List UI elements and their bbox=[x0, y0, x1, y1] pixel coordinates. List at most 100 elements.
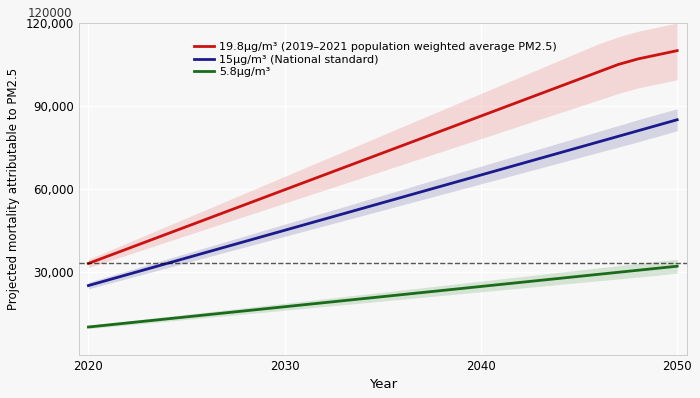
5.8μg/m³ bbox=[536, 278, 544, 283]
15μg/m³ (National standard) bbox=[555, 150, 564, 155]
15μg/m³ (National standard) bbox=[261, 233, 270, 238]
19.8μg/m³ (2019–2021 population weighted average PM2.5) bbox=[300, 180, 309, 185]
15μg/m³ (National standard) bbox=[418, 189, 426, 194]
5.8μg/m³ bbox=[84, 325, 92, 330]
19.8μg/m³ (2019–2021 population weighted average PM2.5) bbox=[281, 187, 289, 192]
5.8μg/m³ bbox=[594, 272, 603, 277]
15μg/m³ (National standard) bbox=[477, 173, 485, 178]
5.8μg/m³ bbox=[418, 290, 426, 295]
5.8μg/m³ bbox=[398, 292, 407, 297]
15μg/m³ (National standard) bbox=[222, 244, 230, 249]
Text: 120000: 120000 bbox=[28, 7, 73, 20]
15μg/m³ (National standard) bbox=[123, 272, 132, 277]
19.8μg/m³ (2019–2021 population weighted average PM2.5) bbox=[143, 239, 151, 244]
Legend: 19.8μg/m³ (2019–2021 population weighted average PM2.5), 15μg/m³ (National stand: 19.8μg/m³ (2019–2021 population weighted… bbox=[194, 42, 557, 77]
15μg/m³ (National standard) bbox=[143, 267, 151, 271]
19.8μg/m³ (2019–2021 population weighted average PM2.5) bbox=[202, 217, 211, 222]
15μg/m³ (National standard) bbox=[162, 261, 171, 266]
5.8μg/m³ bbox=[340, 298, 348, 303]
5.8μg/m³ bbox=[182, 314, 190, 319]
Line: 19.8μg/m³ (2019–2021 population weighted average PM2.5): 19.8μg/m³ (2019–2021 population weighted… bbox=[88, 51, 677, 263]
19.8μg/m³ (2019–2021 population weighted average PM2.5) bbox=[536, 92, 544, 96]
19.8μg/m³ (2019–2021 population weighted average PM2.5) bbox=[653, 53, 662, 57]
5.8μg/m³ bbox=[673, 264, 681, 269]
19.8μg/m³ (2019–2021 population weighted average PM2.5) bbox=[182, 224, 190, 229]
19.8μg/m³ (2019–2021 population weighted average PM2.5) bbox=[162, 232, 171, 236]
15μg/m³ (National standard) bbox=[496, 167, 505, 172]
19.8μg/m³ (2019–2021 population weighted average PM2.5) bbox=[241, 202, 250, 207]
5.8μg/m³ bbox=[575, 274, 583, 279]
5.8μg/m³ bbox=[261, 306, 270, 311]
15μg/m³ (National standard) bbox=[594, 139, 603, 144]
15μg/m³ (National standard) bbox=[281, 228, 289, 233]
Line: 15μg/m³ (National standard): 15μg/m³ (National standard) bbox=[88, 120, 677, 285]
15μg/m³ (National standard) bbox=[202, 250, 211, 255]
19.8μg/m³ (2019–2021 population weighted average PM2.5) bbox=[398, 143, 407, 148]
5.8μg/m³ bbox=[104, 323, 112, 328]
19.8μg/m³ (2019–2021 population weighted average PM2.5) bbox=[575, 77, 583, 82]
5.8μg/m³ bbox=[457, 286, 466, 291]
15μg/m³ (National standard) bbox=[575, 145, 583, 150]
19.8μg/m³ (2019–2021 population weighted average PM2.5) bbox=[673, 48, 681, 53]
5.8μg/m³ bbox=[241, 308, 250, 313]
15μg/m³ (National standard) bbox=[340, 211, 348, 216]
19.8μg/m³ (2019–2021 population weighted average PM2.5) bbox=[614, 62, 622, 67]
5.8μg/m³ bbox=[281, 304, 289, 309]
19.8μg/m³ (2019–2021 population weighted average PM2.5) bbox=[634, 57, 642, 61]
19.8μg/m³ (2019–2021 population weighted average PM2.5) bbox=[516, 99, 524, 104]
19.8μg/m³ (2019–2021 population weighted average PM2.5) bbox=[340, 165, 348, 170]
X-axis label: Year: Year bbox=[369, 378, 397, 391]
19.8μg/m³ (2019–2021 population weighted average PM2.5) bbox=[594, 69, 603, 74]
5.8μg/m³ bbox=[438, 288, 446, 293]
15μg/m³ (National standard) bbox=[634, 129, 642, 133]
5.8μg/m³ bbox=[477, 284, 485, 289]
19.8μg/m³ (2019–2021 population weighted average PM2.5) bbox=[477, 114, 485, 119]
15μg/m³ (National standard) bbox=[320, 217, 328, 222]
19.8μg/m³ (2019–2021 population weighted average PM2.5) bbox=[555, 84, 564, 89]
15μg/m³ (National standard) bbox=[438, 183, 446, 188]
19.8μg/m³ (2019–2021 population weighted average PM2.5) bbox=[379, 150, 387, 155]
5.8μg/m³ bbox=[300, 302, 309, 307]
15μg/m³ (National standard) bbox=[653, 123, 662, 128]
Y-axis label: Projected mortality attributable to PM2.5: Projected mortality attributable to PM2.… bbox=[7, 68, 20, 310]
19.8μg/m³ (2019–2021 population weighted average PM2.5) bbox=[457, 121, 466, 126]
19.8μg/m³ (2019–2021 population weighted average PM2.5) bbox=[418, 136, 426, 140]
19.8μg/m³ (2019–2021 population weighted average PM2.5) bbox=[438, 129, 446, 133]
5.8μg/m³ bbox=[496, 282, 505, 287]
15μg/m³ (National standard) bbox=[182, 256, 190, 260]
15μg/m³ (National standard) bbox=[398, 195, 407, 199]
19.8μg/m³ (2019–2021 population weighted average PM2.5) bbox=[359, 158, 368, 163]
19.8μg/m³ (2019–2021 population weighted average PM2.5) bbox=[261, 195, 270, 199]
15μg/m³ (National standard) bbox=[379, 200, 387, 205]
15μg/m³ (National standard) bbox=[104, 278, 112, 283]
19.8μg/m³ (2019–2021 population weighted average PM2.5) bbox=[123, 246, 132, 251]
15μg/m³ (National standard) bbox=[84, 283, 92, 288]
15μg/m³ (National standard) bbox=[457, 178, 466, 183]
19.8μg/m³ (2019–2021 population weighted average PM2.5) bbox=[222, 209, 230, 214]
5.8μg/m³ bbox=[555, 276, 564, 281]
19.8μg/m³ (2019–2021 population weighted average PM2.5) bbox=[104, 254, 112, 258]
5.8μg/m³ bbox=[614, 270, 622, 275]
15μg/m³ (National standard) bbox=[516, 162, 524, 166]
15μg/m³ (National standard) bbox=[241, 239, 250, 244]
15μg/m³ (National standard) bbox=[673, 117, 681, 122]
5.8μg/m³ bbox=[359, 296, 368, 301]
5.8μg/m³ bbox=[634, 268, 642, 273]
19.8μg/m³ (2019–2021 population weighted average PM2.5) bbox=[320, 173, 328, 178]
5.8μg/m³ bbox=[143, 318, 151, 323]
5.8μg/m³ bbox=[162, 316, 171, 321]
5.8μg/m³ bbox=[379, 294, 387, 299]
5.8μg/m³ bbox=[123, 320, 132, 325]
19.8μg/m³ (2019–2021 population weighted average PM2.5) bbox=[84, 261, 92, 266]
5.8μg/m³ bbox=[516, 280, 524, 285]
15μg/m³ (National standard) bbox=[300, 222, 309, 227]
5.8μg/m³ bbox=[202, 312, 211, 317]
19.8μg/m³ (2019–2021 population weighted average PM2.5) bbox=[496, 106, 505, 111]
15μg/m³ (National standard) bbox=[536, 156, 544, 161]
5.8μg/m³ bbox=[222, 310, 230, 315]
15μg/m³ (National standard) bbox=[359, 206, 368, 211]
15μg/m³ (National standard) bbox=[614, 134, 622, 139]
5.8μg/m³ bbox=[653, 266, 662, 271]
5.8μg/m³ bbox=[320, 300, 328, 305]
Line: 5.8μg/m³: 5.8μg/m³ bbox=[88, 266, 677, 327]
